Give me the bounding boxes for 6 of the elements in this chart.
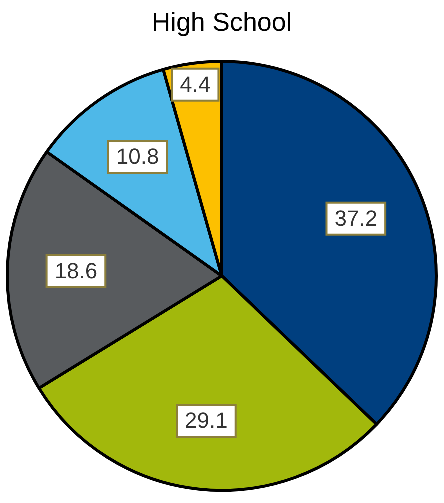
data-label: 37.2	[334, 206, 378, 231]
data-label: 18.6	[54, 258, 98, 284]
chart-title: High School	[152, 6, 292, 37]
data-label: 10.8	[116, 144, 160, 170]
data-label: 4.4	[180, 72, 211, 97]
data-label: 29.1	[185, 408, 228, 434]
